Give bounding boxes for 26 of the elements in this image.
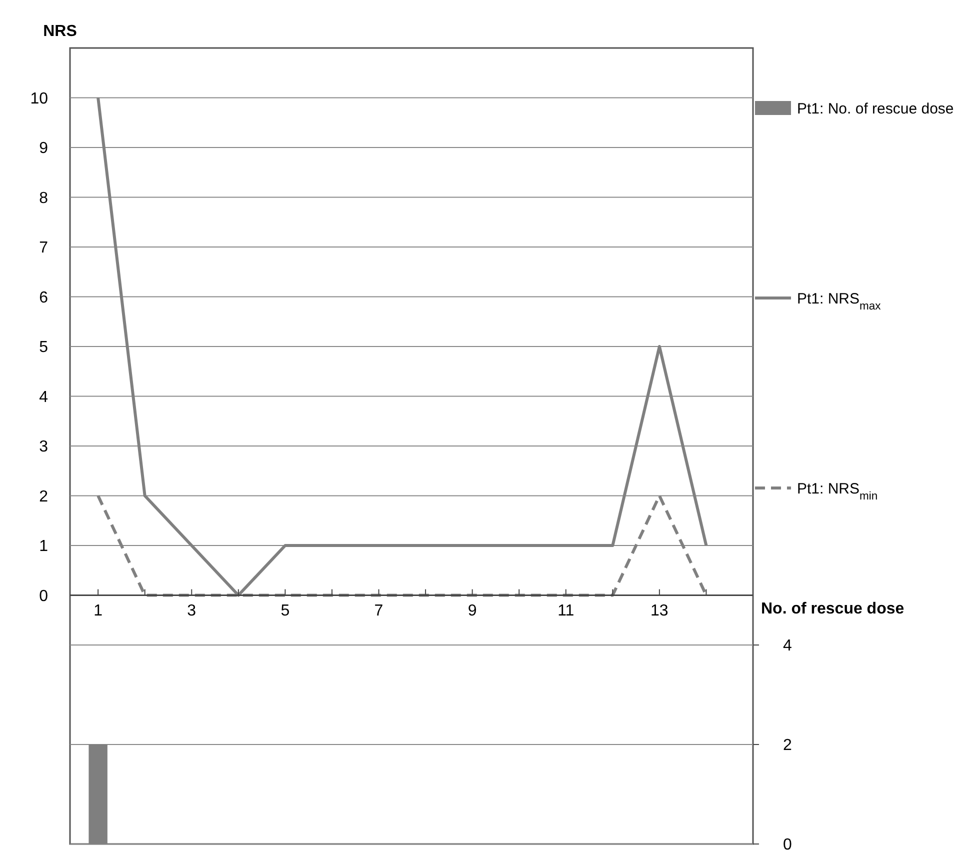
y-tick-label: 1 <box>39 538 48 556</box>
x-tick-label: 1 <box>94 602 103 620</box>
y-tick-label: 4 <box>39 388 48 406</box>
y-tick-label: 3 <box>39 438 48 456</box>
x-tick-label: 9 <box>468 602 477 620</box>
y-axis-title: NRS <box>43 23 78 40</box>
y2-tick-label: 2 <box>783 737 792 754</box>
y-tick-label: 9 <box>39 140 48 158</box>
x-tick-label: 11 <box>558 602 574 620</box>
y2-axis-title: No. of rescue dose <box>761 600 904 618</box>
y-tick-label: 6 <box>39 289 48 306</box>
x-tick-label: 3 <box>187 602 196 620</box>
y-tick-label: 0 <box>39 588 48 605</box>
x-tick-label: 7 <box>374 602 384 620</box>
y-tick-label: 7 <box>39 240 48 257</box>
y2-tick-label: 0 <box>783 836 792 854</box>
x-tick-label: 13 <box>650 602 668 620</box>
y-tick-label: 8 <box>39 190 48 207</box>
legend-label: Pt1: NRS$_{min}$ <box>797 480 878 502</box>
y2-tick-label: 4 <box>783 638 792 655</box>
legend-label: Pt1: No. of rescue dose <box>797 100 954 118</box>
y-tick-label: 5 <box>39 339 48 356</box>
x-tick-label: 5 <box>280 602 290 620</box>
y-tick-label: 10 <box>30 90 48 108</box>
legend-label: Pt1: NRS$_{max}$ <box>797 290 882 312</box>
y-tick-label: 2 <box>39 488 48 506</box>
